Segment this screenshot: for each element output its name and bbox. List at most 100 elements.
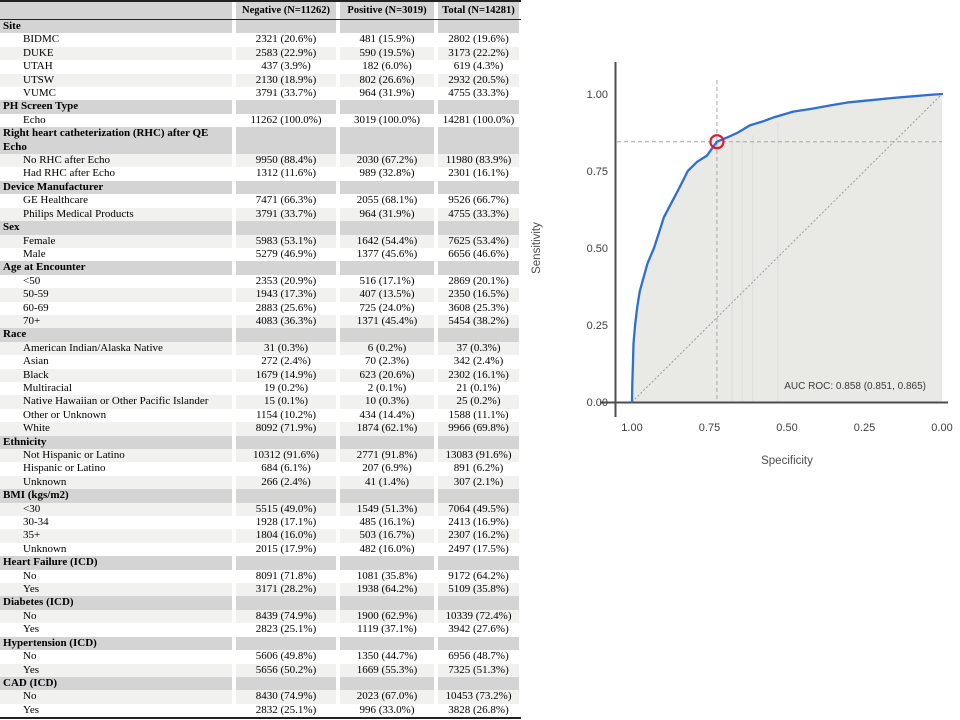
table-row: Echo 11262 (100.0%) 3019 (100.0%) 14281 (10… [0,114,521,127]
section-label: BMI (kgs/m2) [0,489,232,503]
table-row: No 8091 (71.8%) 1081 (35.8%) 9172 (64.2%) [0,570,521,583]
section-spacer-cell [340,489,434,503]
cell-value: 2832 (25.1%) [255,703,317,716]
row-label: Unknown [0,475,232,490]
section-spacer-cell [236,221,336,235]
cell-value: 1669 (55.3%) [340,663,434,677]
section-label: Device Manufacturer [0,180,232,195]
section-header-row: BMI (kgs/m2) [0,489,521,503]
section-spacer-cell [438,261,519,275]
cell-value: 342 (2.4%) [453,355,504,368]
section-spacer-cell [340,556,434,570]
section-spacer-cell [438,100,519,114]
cell-value: 272 (2.4%) [261,355,311,368]
cell-value: 13083 (91.6%) [438,449,519,463]
section-spacer-cell [236,489,336,503]
table-row: Had RHC after Echo 1312 (11.6%) 989 (32.8%… [0,167,521,180]
column-header-total: Total (N=14281) [438,2,519,19]
table-row: <30 5515 (49.0%) 1549 (51.3%) 7064 (49.5%) [0,502,521,517]
row-label: UTAH [23,60,53,73]
cell-value: 9172 (64.2%) [448,569,509,582]
x-tick-label: 0.75 [699,422,720,434]
y-tick-label: 0.75 [587,166,608,178]
cell-value: 482 (16.0%) [359,542,415,555]
cell-value: 2353 (20.9%) [255,274,317,287]
x-tick-label: 0.00 [931,422,952,434]
section-spacer-cell [340,328,434,342]
row-label: No RHC after Echo [0,154,232,168]
table-row: VUMC 3791 (33.7%) 964 (31.9%) 4755 (33.3%) [0,87,521,100]
cell-value: 182 (6.0%) [362,60,412,73]
y-tick-label: 1.00 [587,89,608,101]
cell-value: 407 (13.5%) [340,288,434,302]
section-header-row: Hypertension (ICD) [0,636,521,651]
section-label: Diabetes (ICD) [0,596,232,610]
row-label: 70+ [0,314,232,329]
row-label: UTSW [0,73,232,88]
table-row: 60-69 2883 (25.6%) 725 (24.0%) 3608 (25.3%) [0,302,521,315]
table-row: Philips Medical Products 3791 (33.7%) 964 … [0,207,521,222]
section-spacer-cell [438,221,519,235]
cell-value: 2932 (20.5%) [438,73,519,88]
row-label: Yes [0,583,232,597]
section-header-row: Sex [0,221,521,235]
y-tick-label: 0.00 [587,397,608,409]
cell-value: 9526 (66.7%) [448,194,509,207]
cell-value: 5983 (53.1%) [236,234,336,248]
cell-value: 2583 (22.9%) [236,46,336,61]
column-header-empty [0,2,232,19]
section-spacer-cell [236,676,336,691]
row-label: <30 [0,502,232,517]
row-label: DUKE [0,46,232,61]
cohort-summary-table: Negative (N=11262) Positive (N=3019) Tot… [0,0,521,720]
section-spacer-cell [236,100,336,114]
section-label: Right heart catheterization (RHC) after … [0,127,232,155]
row-label: No [0,609,232,624]
section-spacer-cell [340,127,434,155]
section-header-row: Device Manufacturer [0,180,521,195]
table-row: UTAH 437 (3.9%) 182 (6.0%) 619 (4.3%) [0,60,521,73]
cell-value: 1938 (64.2%) [340,583,434,597]
section-spacer-cell [340,261,434,275]
cell-value: 4755 (33.3%) [438,207,519,222]
section-header-row: Right heart catheterization (RHC) after … [0,127,521,155]
cell-value: 15 (0.1%) [236,395,336,409]
row-label: Other or Unknown [23,408,107,421]
row-label: Yes [0,663,232,677]
cell-value: 1154 (10.2%) [255,408,317,421]
section-spacer-cell [438,596,519,610]
table-row: Unknown 2015 (17.9%) 482 (16.0%) 2497 (17.5… [0,543,521,556]
cell-value: 2771 (91.8%) [340,449,434,463]
section-label: Site [0,20,232,34]
row-label: Female [0,234,232,248]
cell-value: 725 (24.0%) [359,301,415,314]
row-label: Male [23,247,46,260]
cell-value: 1943 (17.3%) [236,288,336,302]
cell-value: 1900 (62.9%) [340,609,434,624]
cell-value: 70 (2.3%) [365,355,409,368]
cell-value: 3019 (100.0%) [354,113,420,126]
auc-annotation: AUC ROC: 0.858 (0.851, 0.865) [784,381,926,392]
operating-point-marker [709,134,725,150]
section-header-row: CAD (ICD) [0,676,521,691]
table-row: Not Hispanic or Latino 10312 (91.6%) 2771 … [0,449,521,463]
cell-value: 1642 (54.4%) [340,234,434,248]
cell-value: 2015 (17.9%) [255,542,317,555]
table-row: Male 5279 (46.9%) 1377 (45.6%) 6656 (46.6%) [0,248,521,261]
cell-value: 1928 (17.1%) [255,516,317,529]
cell-value: 3171 (28.2%) [236,583,336,597]
section-label: Sex [0,221,232,235]
cell-value: 307 (2.1%) [438,475,519,490]
y-axis-label: Sensitivity [531,222,543,274]
cell-value: 2413 (16.9%) [448,516,509,529]
cell-value: 10453 (73.2%) [438,690,519,704]
cell-value: 1549 (51.3%) [340,502,434,517]
cell-value: 266 (2.4%) [236,475,336,490]
cell-value: 437 (3.9%) [261,60,311,73]
cell-value: 684 (6.1%) [261,462,311,475]
cell-value: 8430 (74.9%) [236,690,336,704]
column-header-negative: Negative (N=11262) [236,2,336,19]
section-spacer-cell [438,127,519,155]
section-header-row: Heart Failure (ICD) [0,556,521,570]
row-label: No [23,650,37,663]
